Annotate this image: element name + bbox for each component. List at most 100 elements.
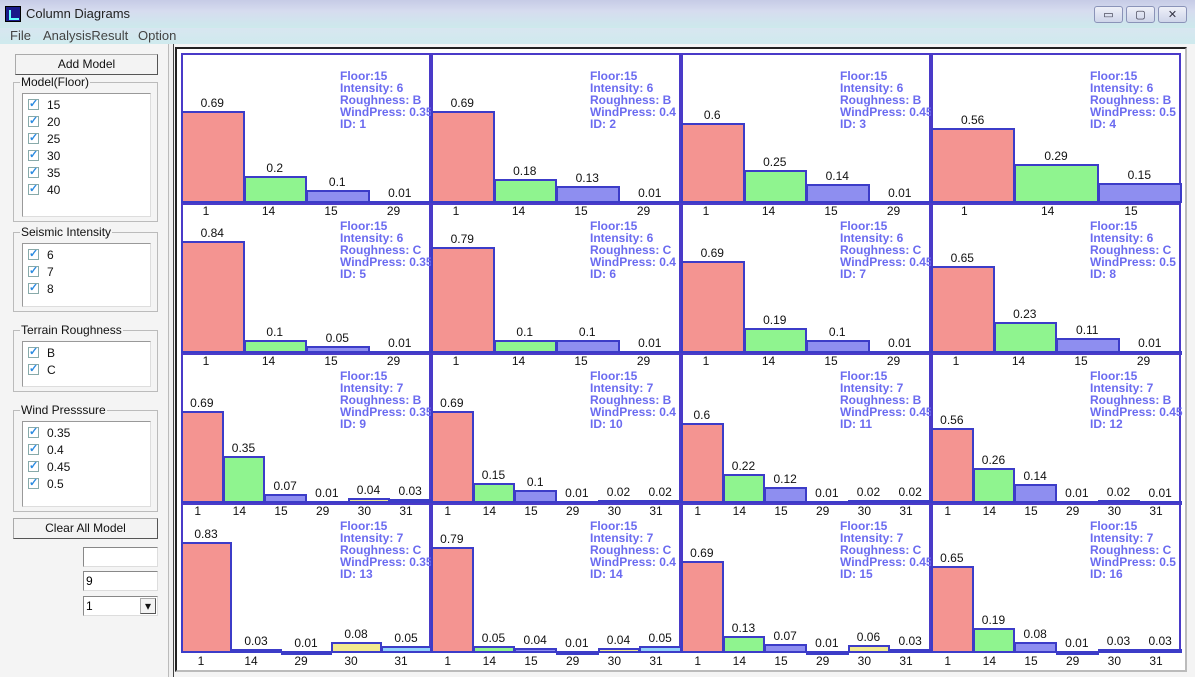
value-label: 0.69 — [450, 95, 474, 110]
panel-info-text: Roughness: B — [590, 93, 672, 107]
checkbox-checked-icon[interactable]: ✓ — [28, 248, 39, 260]
checkbox-item[interactable]: ✓ 0.4 — [28, 441, 64, 458]
panel-info-text: Floor:15 — [1090, 519, 1138, 533]
panel-info-text: Floor:15 — [340, 369, 388, 383]
bar-15 — [306, 189, 370, 203]
value-label: 0.69 — [200, 95, 224, 110]
value-label: 0.35 — [231, 441, 256, 456]
x-tick-label: 1 — [202, 204, 210, 218]
menu-option[interactable]: Option — [138, 28, 177, 43]
bar-30 — [847, 644, 891, 653]
bar-14 — [243, 176, 307, 203]
text-field-1[interactable] — [83, 547, 158, 567]
checkbox-item[interactable]: ✓ 0.5 — [28, 475, 64, 492]
bar-14 — [743, 327, 807, 353]
bar-30 — [331, 642, 382, 653]
checkbox-item[interactable]: ✓ 30 — [28, 147, 60, 164]
checkbox-checked-icon[interactable]: ✓ — [28, 282, 39, 294]
bar-14 — [493, 178, 557, 203]
value-label: 0.15 — [481, 467, 506, 482]
checkbox-checked-icon[interactable]: ✓ — [28, 426, 39, 438]
checkbox-label: 20 — [47, 114, 61, 129]
splitter[interactable] — [168, 44, 174, 677]
checkbox-item[interactable]: ✓ 15 — [28, 96, 60, 113]
checkbox-checked-icon[interactable]: ✓ — [28, 98, 39, 110]
bar-15 — [1097, 182, 1182, 203]
checkbox-item[interactable]: ✓ C — [28, 361, 56, 378]
checkbox-item[interactable]: ✓ 40 — [28, 181, 60, 198]
panel-info-text: ID: 9 — [340, 417, 367, 431]
dropdown-select[interactable]: 1 ▾ — [83, 596, 158, 616]
value-label: 0.01 — [638, 336, 662, 350]
x-tick-label: 30 — [607, 654, 621, 668]
value-label: 0.05 — [648, 631, 672, 646]
checkbox-item[interactable]: ✓ 8 — [28, 280, 54, 297]
add-model-button[interactable]: Add Model — [15, 54, 158, 75]
value-label: 0.01 — [1065, 486, 1089, 500]
bar-1 — [931, 128, 1016, 203]
bar-15 — [556, 185, 620, 203]
panel-info-text: WindPress: 0.4 — [590, 105, 676, 119]
bar-1 — [431, 110, 495, 203]
x-tick-label: 14 — [482, 654, 496, 668]
checkbox-checked-icon[interactable]: ✓ — [28, 477, 39, 489]
checkbox-item[interactable]: ✓ 20 — [28, 113, 60, 130]
x-tick-label: 31 — [899, 654, 913, 668]
value-label: 0.01 — [565, 486, 589, 500]
checkbox-item[interactable]: ✓ 7 — [28, 263, 54, 280]
value-label: 0.84 — [200, 225, 224, 240]
value-label: 0.02 — [648, 485, 672, 500]
panel-info-text: ID: 10 — [590, 417, 623, 431]
bar-29 — [806, 651, 849, 655]
checkbox-checked-icon[interactable]: ✓ — [28, 443, 39, 455]
checkbox-label: 7 — [47, 264, 54, 279]
value-label: 0.19 — [981, 612, 1006, 627]
maximize-button[interactable]: ▢ — [1126, 6, 1155, 23]
checkbox-item[interactable]: ✓ 35 — [28, 164, 60, 181]
chevron-down-icon[interactable]: ▾ — [140, 598, 156, 614]
x-tick-label: 14 — [261, 354, 276, 368]
close-button[interactable]: ✕ — [1158, 6, 1187, 23]
value-label: 0.07 — [273, 478, 297, 493]
title-bar — [0, 0, 1195, 28]
panel-info-text: Floor:15 — [590, 519, 638, 533]
value-label: 0.65 — [940, 550, 964, 565]
checkbox-checked-icon[interactable]: ✓ — [28, 149, 39, 161]
checkbox-checked-icon[interactable]: ✓ — [28, 460, 39, 472]
panel-info-text: WindPress: 0.45 — [840, 255, 933, 269]
x-tick-label: 1 — [944, 654, 951, 668]
checkbox-label: 0.4 — [47, 442, 64, 457]
bar-14 — [1014, 164, 1099, 203]
checkbox-item[interactable]: ✓ 6 — [28, 246, 54, 263]
checkbox-checked-icon[interactable]: ✓ — [28, 346, 39, 358]
menu-file[interactable]: File — [10, 28, 31, 43]
checkbox-checked-icon[interactable]: ✓ — [28, 132, 39, 144]
x-tick-label: 29 — [1065, 654, 1080, 668]
x-tick-label: 15 — [1124, 204, 1138, 218]
bar-15 — [514, 647, 557, 653]
checkbox-checked-icon[interactable]: ✓ — [28, 166, 39, 178]
text-field-2[interactable]: 9 — [83, 571, 158, 591]
value-label: 0.69 — [440, 395, 464, 410]
value-label: 0.18 — [513, 163, 537, 178]
checkbox-label: C — [47, 362, 56, 377]
checkbox-item[interactable]: ✓ 25 — [28, 130, 60, 147]
menu-analysis-result[interactable]: AnalysisResult — [43, 28, 129, 43]
terrain-roughness-label: Terrain Roughness — [20, 323, 123, 337]
clear-all-model-button[interactable]: Clear All Model — [13, 518, 158, 539]
x-tick-label: 1 — [452, 204, 460, 218]
x-tick-label: 30 — [857, 504, 871, 518]
checkbox-checked-icon[interactable]: ✓ — [28, 115, 39, 127]
checkbox-checked-icon[interactable]: ✓ — [28, 265, 39, 277]
x-tick-label: 1 — [694, 654, 701, 668]
x-tick-label: 15 — [574, 354, 588, 368]
checkbox-item[interactable]: ✓ 0.35 — [28, 424, 70, 441]
checkbox-item[interactable]: ✓ 0.45 — [28, 458, 70, 475]
bar-15 — [1056, 338, 1120, 353]
checkbox-item[interactable]: ✓ B — [28, 344, 55, 361]
minimize-button[interactable]: ▭ — [1094, 6, 1123, 23]
panel-info-text: Roughness: C — [340, 243, 422, 257]
checkbox-checked-icon[interactable]: ✓ — [28, 363, 39, 375]
checkbox-checked-icon[interactable]: ✓ — [28, 183, 39, 195]
panel-info-text: ID: 13 — [340, 567, 373, 581]
